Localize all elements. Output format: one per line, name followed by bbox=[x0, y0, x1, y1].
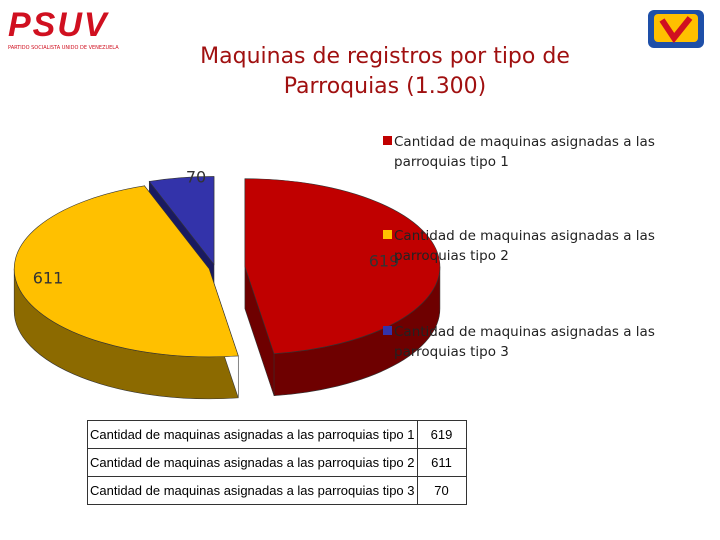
legend-label: Cantidad de maquinas asignadas a las par… bbox=[394, 134, 655, 170]
pie-slice bbox=[244, 178, 441, 354]
legend-item: Cantidad de maquinas asignadas a las par… bbox=[380, 322, 680, 362]
legend-item: Cantidad de maquinas asignadas a las par… bbox=[380, 226, 680, 266]
chart-title: Maquinas de registros por tipo de Parroq… bbox=[200, 44, 570, 99]
legend-swatch bbox=[383, 136, 392, 145]
table-row: Cantidad de maquinas asignadas a las par… bbox=[87, 420, 467, 449]
legend-label: Cantidad de maquinas asignadas a las par… bbox=[394, 324, 655, 360]
data-label: 611 bbox=[33, 269, 64, 288]
table-row: Cantidad de maquinas asignadas a las par… bbox=[87, 448, 467, 477]
legend-swatch bbox=[383, 230, 392, 239]
pie-slice bbox=[148, 176, 215, 266]
pie-slice bbox=[13, 185, 239, 358]
table-cell: Cantidad de maquinas asignadas a las par… bbox=[87, 420, 418, 449]
table-cell: Cantidad de maquinas asignadas a las par… bbox=[87, 476, 418, 505]
table-row: Cantidad de maquinas asignadas a las par… bbox=[87, 476, 467, 505]
legend-item: Cantidad de maquinas asignadas a las par… bbox=[380, 132, 680, 172]
logo-subtitle: PARTIDO SOCIALISTA UNIDO DE VENEZUELA bbox=[8, 45, 119, 51]
emblem bbox=[648, 10, 704, 48]
table-cell: 70 bbox=[416, 476, 467, 505]
logo: PSUV PARTIDO SOCIALISTA UNIDO DE VENEZUE… bbox=[8, 6, 158, 51]
data-table: Cantidad de maquinas asignadas a las par… bbox=[87, 420, 467, 505]
legend-swatch bbox=[383, 326, 392, 335]
legend-label: Cantidad de maquinas asignadas a las par… bbox=[394, 228, 655, 264]
table-cell: Cantidad de maquinas asignadas a las par… bbox=[87, 448, 418, 477]
data-label: 70 bbox=[186, 168, 206, 187]
logo-name: PSUV bbox=[8, 6, 109, 44]
data-label: 619 bbox=[369, 252, 400, 271]
table-cell: 619 bbox=[416, 420, 467, 449]
table-cell: 611 bbox=[416, 448, 467, 477]
